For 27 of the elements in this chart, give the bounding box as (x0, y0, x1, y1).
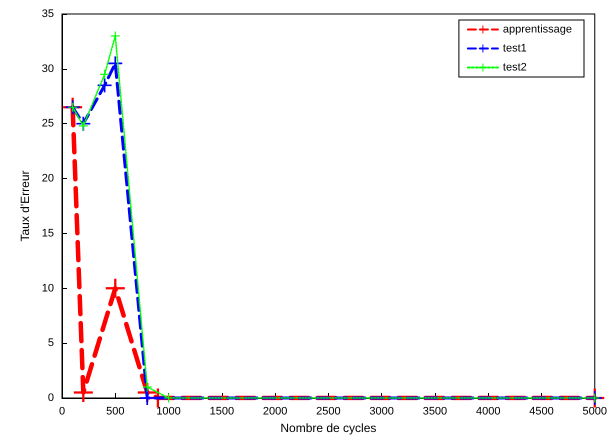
x-tick-label: 4500 (529, 406, 554, 418)
y-tick-label: 30 (42, 62, 54, 75)
x-tick-label: 1000 (156, 406, 181, 418)
x-tick-label: 3000 (369, 406, 394, 418)
x-tick-label: 500 (106, 406, 124, 418)
y-tick-label: 5 (48, 337, 54, 350)
y-tick-label: 35 (42, 8, 54, 20)
y-tick-label: 10 (42, 282, 54, 294)
y-tick-label: 0 (48, 392, 54, 404)
y-tick-label: 25 (42, 118, 54, 130)
x-tick-label: 3500 (422, 406, 448, 418)
point (110, 31, 120, 40)
x-tick-label: 2500 (316, 406, 341, 418)
x-tick-label: 1500 (210, 406, 234, 418)
y-axis-title: Taux d'Erreur (18, 170, 32, 242)
x-tick-label: 4000 (476, 406, 500, 418)
point (106, 278, 125, 298)
legend-label: test1 (502, 42, 527, 54)
y-tick-label: 15 (42, 227, 54, 240)
x-tick-label: 2000 (262, 406, 288, 418)
x-axis-title: Nombre de cycles (280, 421, 376, 435)
x-tick-label: 5000 (582, 406, 608, 418)
legend-label: apprentissage (502, 24, 572, 36)
point (142, 382, 152, 392)
legend-label: test2 (502, 62, 527, 74)
y-tick-label: 20 (42, 172, 54, 185)
x-tick-label: 0 (58, 406, 66, 418)
